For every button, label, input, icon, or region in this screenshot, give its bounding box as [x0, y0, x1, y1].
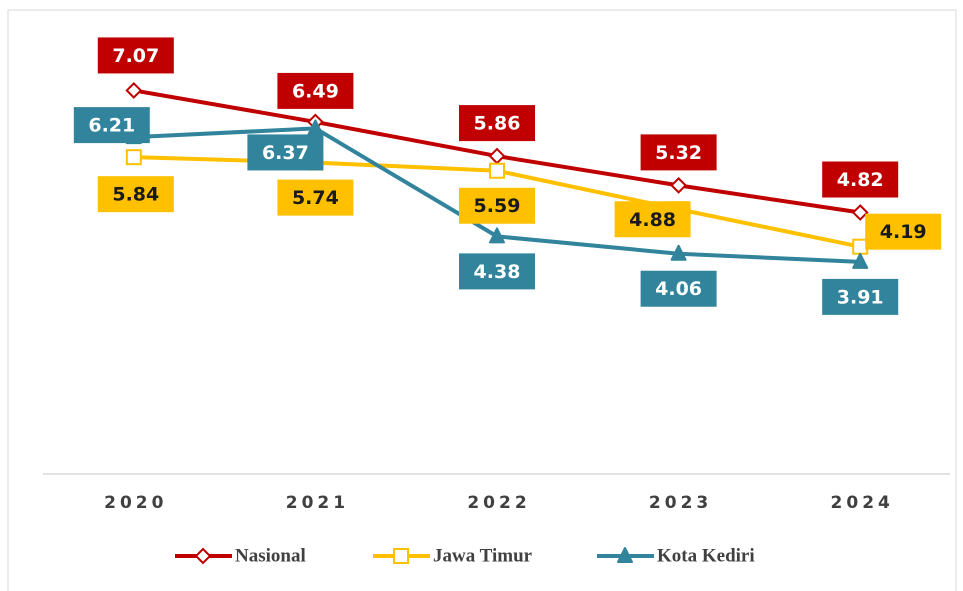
marker [852, 252, 869, 269]
x-tick-label: 2021 [286, 493, 349, 513]
x-tick-label: 2020 [104, 493, 167, 513]
chart-border [7, 9, 957, 591]
marker [489, 162, 505, 179]
data-label-box [459, 253, 535, 290]
data-label: 5.86 [474, 113, 521, 135]
x-tick-label: 2023 [649, 493, 712, 513]
data-label: 4.19 [880, 221, 927, 243]
marker [489, 227, 505, 244]
data-label: 5.84 [112, 184, 159, 206]
data-label: 7.07 [112, 45, 159, 67]
legend-item: Jawa Timur [373, 545, 533, 566]
data-label: 4.82 [837, 169, 884, 191]
marker [488, 147, 506, 165]
marker [393, 548, 409, 564]
data-label-box [865, 213, 942, 250]
data-label: 5.74 [292, 187, 339, 209]
series-0 [125, 82, 869, 221]
legend-label: Kota Kediri [657, 545, 755, 566]
data-label: 3.91 [837, 286, 884, 308]
data-label-box [277, 179, 354, 216]
data-label: 4.38 [474, 261, 521, 283]
data-label-box [97, 176, 174, 213]
data-label: 5.32 [655, 142, 702, 164]
marker [670, 176, 688, 194]
legend-item: Kota Kediri [597, 545, 755, 566]
data-label: 4.06 [655, 278, 702, 300]
x-tick-label: 2024 [831, 493, 894, 513]
data-label: 6.21 [88, 115, 135, 137]
legend-label: Nasional [235, 545, 306, 566]
data-label: 6.37 [262, 142, 309, 164]
legend-label: Jawa Timur [433, 545, 533, 566]
marker [125, 82, 143, 99]
data-label-box [822, 278, 899, 315]
data-label: 4.88 [629, 209, 676, 231]
data-label: 6.49 [292, 80, 339, 102]
marker [851, 204, 869, 221]
marker [670, 244, 687, 261]
data-label-box [640, 270, 717, 307]
marker [125, 149, 142, 166]
data-label-box [822, 161, 899, 198]
marker [194, 547, 212, 565]
data-label-box [614, 201, 691, 238]
data-label-box [459, 187, 535, 224]
data-label: 5.59 [474, 195, 521, 217]
data-label-box [277, 72, 354, 109]
marker [852, 238, 869, 255]
legend-item: Nasional [175, 545, 306, 566]
marker [617, 547, 633, 563]
data-label-box [640, 134, 717, 171]
data-label-box [247, 134, 324, 171]
x-tick-label: 2022 [467, 493, 530, 513]
data-label-box [97, 37, 174, 74]
data-label-box [73, 107, 150, 144]
data-label-box [459, 105, 535, 142]
